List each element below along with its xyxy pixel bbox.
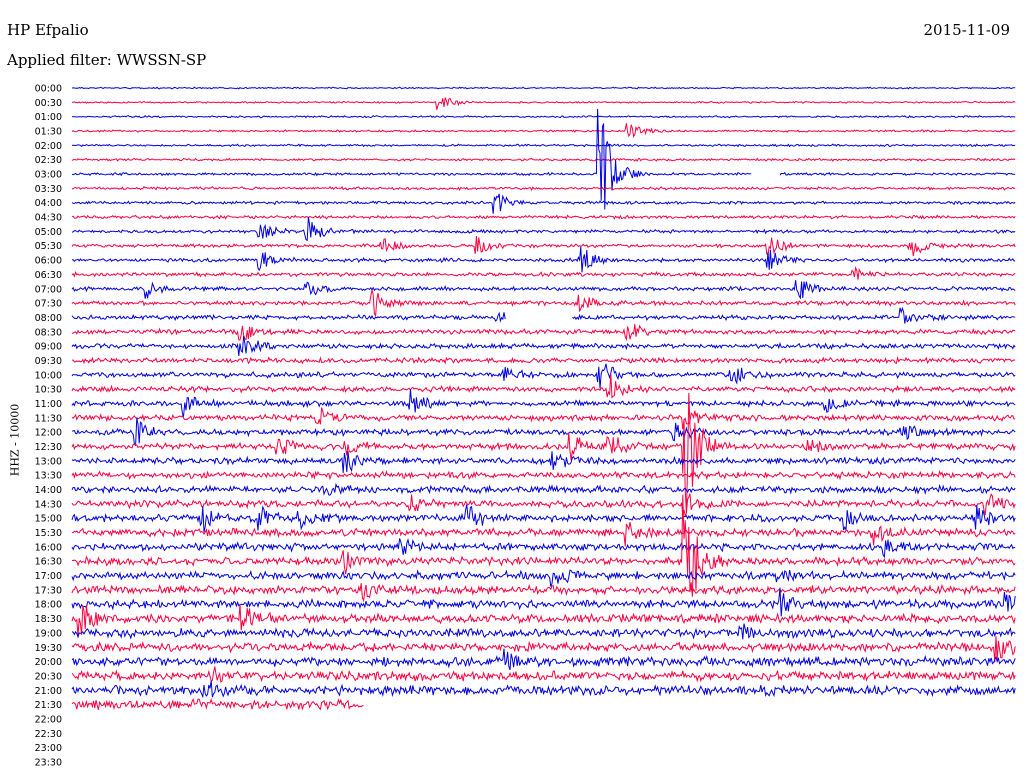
trace-row — [71, 108, 1016, 210]
row-tick-label: 07:30 — [35, 299, 62, 310]
trace-row — [71, 504, 1016, 533]
row-tick-label: 10:00 — [35, 370, 62, 381]
row-tick-label: 21:30 — [35, 700, 62, 711]
trace-row — [71, 451, 1016, 473]
trace-row — [71, 216, 1016, 242]
row-tick-label: 04:30 — [35, 213, 62, 224]
trace-row — [71, 648, 1016, 671]
trace-row — [71, 336, 1016, 356]
trace-row — [71, 123, 1016, 138]
trace-row — [71, 193, 1016, 214]
row-tick-label: 23:30 — [35, 757, 62, 768]
row-tick-label: 09:30 — [35, 356, 62, 367]
row-tick-label: 16:00 — [35, 542, 62, 553]
trace-row — [71, 623, 1016, 640]
row-tick-label: 01:30 — [35, 127, 62, 138]
row-tick-label: 00:00 — [35, 84, 62, 95]
trace-row — [71, 157, 1016, 162]
date-label: 2015-11-09 — [923, 21, 1010, 39]
row-tick-label: 12:30 — [35, 442, 62, 453]
station-title: HP Efpalio — [7, 21, 89, 39]
row-tick-label: 18:00 — [35, 600, 62, 611]
trace-row — [71, 469, 1016, 481]
trace-row — [71, 214, 1016, 220]
row-tick-label: 14:30 — [35, 499, 62, 510]
row-tick-label: 21:00 — [35, 686, 62, 697]
trace-row — [71, 289, 1016, 318]
row-tick-label: 13:00 — [35, 456, 62, 467]
trace-row — [71, 569, 1016, 587]
trace-row — [71, 680, 1016, 699]
trace-row — [71, 666, 1016, 683]
row-tick-label: 10:30 — [35, 385, 62, 396]
trace-row — [71, 392, 1016, 513]
row-tick-label: 05:00 — [35, 227, 62, 238]
filter-label: Applied filter: WWSSN-SP — [7, 51, 207, 69]
trace-row — [71, 583, 1016, 603]
trace-row — [71, 417, 1016, 447]
trace-row — [71, 537, 1016, 559]
trace-row — [71, 522, 1016, 547]
row-tick-label: 08:00 — [35, 313, 62, 324]
trace-row — [71, 482, 1016, 496]
trace-row — [71, 373, 1016, 399]
trace-row — [71, 355, 1016, 365]
trace-row — [71, 407, 1016, 430]
trace-row — [71, 97, 1016, 110]
row-tick-label: 00:30 — [35, 98, 62, 109]
trace-row — [71, 235, 1016, 257]
trace-row — [71, 86, 1016, 90]
row-tick-label: 19:00 — [35, 628, 62, 639]
row-tick-label: 09:00 — [35, 342, 62, 353]
row-tick-label: 06:30 — [35, 270, 62, 281]
trace-row — [71, 493, 1016, 517]
trace-row — [71, 143, 1016, 148]
row-tick-label: 03:00 — [35, 170, 62, 181]
row-tick-label: 20:00 — [35, 657, 62, 668]
row-tick-label: 14:00 — [35, 485, 62, 496]
trace-row — [72, 246, 1016, 273]
row-tick-label: 11:00 — [35, 399, 62, 410]
trace-row — [71, 280, 1016, 300]
row-tick-label: 01:00 — [35, 112, 62, 123]
row-tick-label: 07:00 — [35, 284, 62, 295]
row-tick-label: 19:30 — [35, 643, 62, 654]
row-tick-label: 03:30 — [35, 184, 62, 195]
trace-row — [71, 697, 364, 711]
trace-row — [71, 185, 1016, 192]
row-tick-label: 23:00 — [35, 743, 62, 754]
row-tick-label: 20:30 — [35, 671, 62, 682]
trace-row — [71, 114, 1016, 119]
row-tick-label: 11:30 — [35, 413, 62, 424]
row-tick-label: 08:30 — [35, 327, 62, 338]
row-tick-label: 02:00 — [35, 141, 62, 152]
trace-row — [71, 494, 1016, 597]
trace-row — [71, 604, 1016, 636]
trace-row — [71, 636, 1016, 663]
trace-row — [71, 323, 1016, 342]
row-tick-label: 22:30 — [35, 729, 62, 740]
row-tick-label: 17:30 — [35, 585, 62, 596]
trace-row — [71, 306, 1016, 324]
trace-row — [71, 389, 1016, 418]
row-tick-label: 02:30 — [35, 155, 62, 166]
row-tick-label: 15:30 — [35, 528, 62, 539]
row-tick-label: 22:00 — [35, 714, 62, 725]
row-tick-label: 12:00 — [35, 428, 62, 439]
row-tick-label: 13:30 — [35, 471, 62, 482]
row-tick-label: 15:00 — [35, 514, 62, 525]
trace-row — [71, 363, 1016, 389]
trace-row — [71, 587, 1016, 617]
row-tick-label: 17:00 — [35, 571, 62, 582]
row-tick-label: 16:30 — [35, 557, 62, 568]
row-tick-label: 18:30 — [35, 614, 62, 625]
trace-row — [71, 265, 1016, 280]
row-tick-label: 06:00 — [35, 256, 62, 267]
row-tick-label: 04:00 — [35, 198, 62, 209]
row-tick-label: 05:30 — [35, 241, 62, 252]
